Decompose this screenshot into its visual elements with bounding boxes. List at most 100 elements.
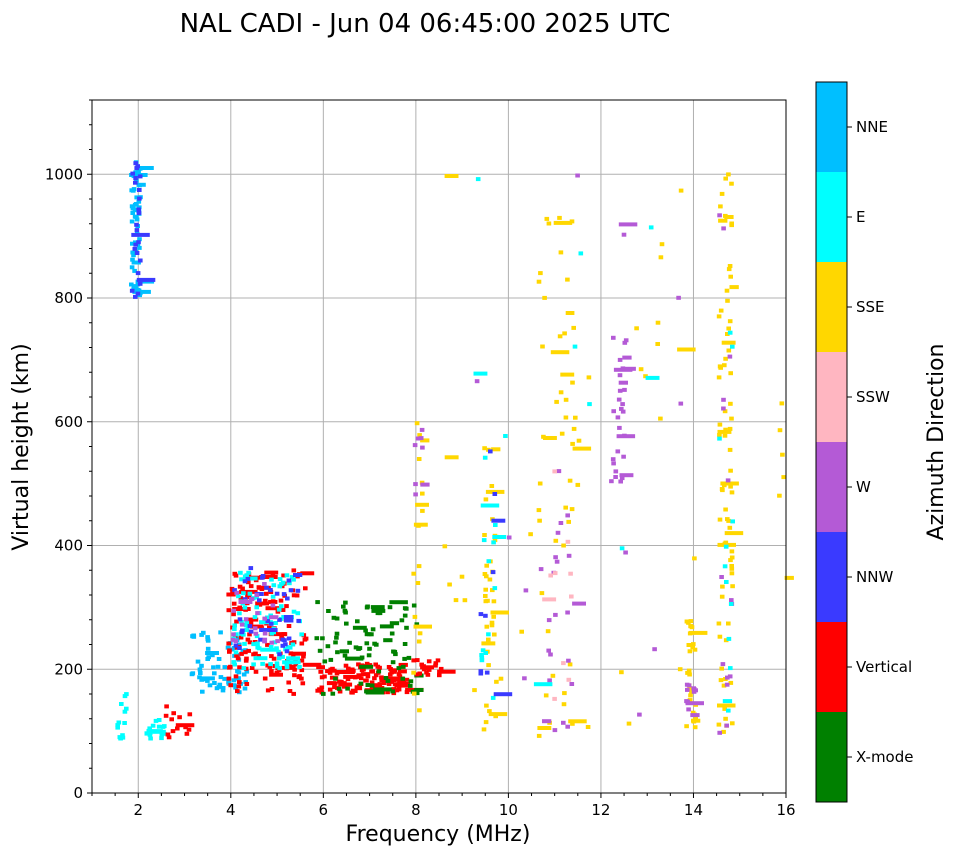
- echo-point: [292, 673, 297, 678]
- echo-point: [691, 642, 696, 647]
- echo-point: [556, 469, 562, 474]
- echo-point: [205, 646, 211, 651]
- echo-point: [248, 629, 254, 634]
- echo-point: [251, 662, 256, 667]
- echo-point: [153, 718, 159, 723]
- echo-point: [616, 434, 636, 439]
- echo-point: [565, 311, 571, 315]
- echo-point: [342, 653, 348, 658]
- echo-point: [244, 628, 250, 632]
- echo-point: [565, 724, 570, 729]
- echo-point: [242, 605, 248, 610]
- echo-point: [165, 732, 171, 737]
- echo-point: [171, 711, 176, 716]
- echo-point: [420, 508, 425, 513]
- echo-point: [284, 573, 290, 578]
- echo-point: [148, 736, 153, 741]
- echo-point: [350, 690, 355, 695]
- echo-point: [725, 675, 730, 680]
- y-tick-label: 1000: [45, 165, 83, 183]
- colorbar-frame: [815, 81, 848, 803]
- echo-point: [566, 658, 571, 663]
- echo-point: [317, 648, 323, 653]
- echo-point: [272, 640, 278, 645]
- echo-point: [325, 669, 330, 674]
- echo-point: [257, 598, 262, 603]
- echo-point: [275, 639, 280, 644]
- echo-point: [548, 652, 553, 657]
- echo-point: [718, 678, 724, 683]
- echo-point: [561, 702, 567, 707]
- echo-point: [462, 598, 468, 603]
- echo-point: [560, 372, 575, 377]
- echo-point: [729, 549, 735, 554]
- echo-point: [327, 670, 333, 675]
- echo-point: [274, 661, 280, 666]
- echo-point: [780, 452, 785, 457]
- echo-point: [280, 643, 286, 648]
- echo-point: [617, 388, 623, 393]
- echo-point: [543, 693, 549, 698]
- echo-point: [240, 586, 245, 591]
- echo-point: [137, 281, 143, 286]
- echo-point: [270, 572, 276, 577]
- echo-point: [275, 609, 281, 614]
- echo-point: [730, 344, 735, 349]
- echo-point: [486, 663, 491, 668]
- echo-point: [379, 624, 394, 629]
- echo-point: [234, 676, 239, 681]
- echo-point: [279, 604, 284, 609]
- echo-point: [717, 364, 723, 369]
- echo-point: [366, 653, 372, 658]
- echo-point: [690, 645, 695, 650]
- echo-point: [688, 630, 708, 635]
- echo-point: [552, 696, 557, 701]
- echo-point: [134, 251, 140, 255]
- colorbar-label: E: [856, 208, 865, 226]
- echo-point: [586, 375, 592, 380]
- echo-point: [269, 654, 274, 659]
- echo-point: [280, 608, 286, 612]
- echo-point: [474, 379, 480, 384]
- echo-point: [210, 653, 215, 658]
- echo-point: [617, 373, 623, 378]
- echo-point: [729, 598, 734, 603]
- echo-point: [131, 232, 150, 237]
- echo-point: [685, 687, 690, 692]
- echo-point: [272, 664, 277, 668]
- echo-point: [350, 667, 355, 672]
- echo-point: [133, 170, 139, 175]
- echo-point: [687, 631, 693, 636]
- echo-point: [365, 683, 371, 687]
- echo-point: [244, 656, 249, 661]
- echo-point: [723, 427, 728, 432]
- echo-point: [552, 469, 557, 474]
- echo-point: [326, 681, 337, 686]
- echo-point: [444, 455, 459, 460]
- echo-point: [528, 532, 533, 537]
- colorbar-label: X-mode: [856, 748, 913, 766]
- echo-point: [565, 610, 570, 615]
- echo-point: [263, 598, 268, 603]
- echo-point: [402, 642, 408, 646]
- echo-point: [491, 518, 506, 523]
- echo-point: [364, 689, 378, 694]
- echo-point: [617, 425, 622, 430]
- echo-point: [190, 634, 195, 639]
- echo-point: [721, 340, 736, 345]
- echo-point: [538, 271, 543, 276]
- echo-point: [537, 726, 552, 730]
- echo-point: [493, 692, 513, 697]
- echo-point: [177, 715, 182, 720]
- echo-point: [371, 608, 386, 613]
- echo-point: [623, 550, 628, 555]
- echo-point: [247, 632, 252, 637]
- echo-point: [685, 699, 690, 704]
- echo-point: [492, 538, 498, 543]
- echo-point: [332, 668, 337, 673]
- echo-point: [486, 559, 492, 564]
- echo-point: [226, 608, 232, 613]
- echo-point: [287, 689, 293, 693]
- echo-point: [562, 331, 567, 336]
- echo-point: [134, 166, 139, 171]
